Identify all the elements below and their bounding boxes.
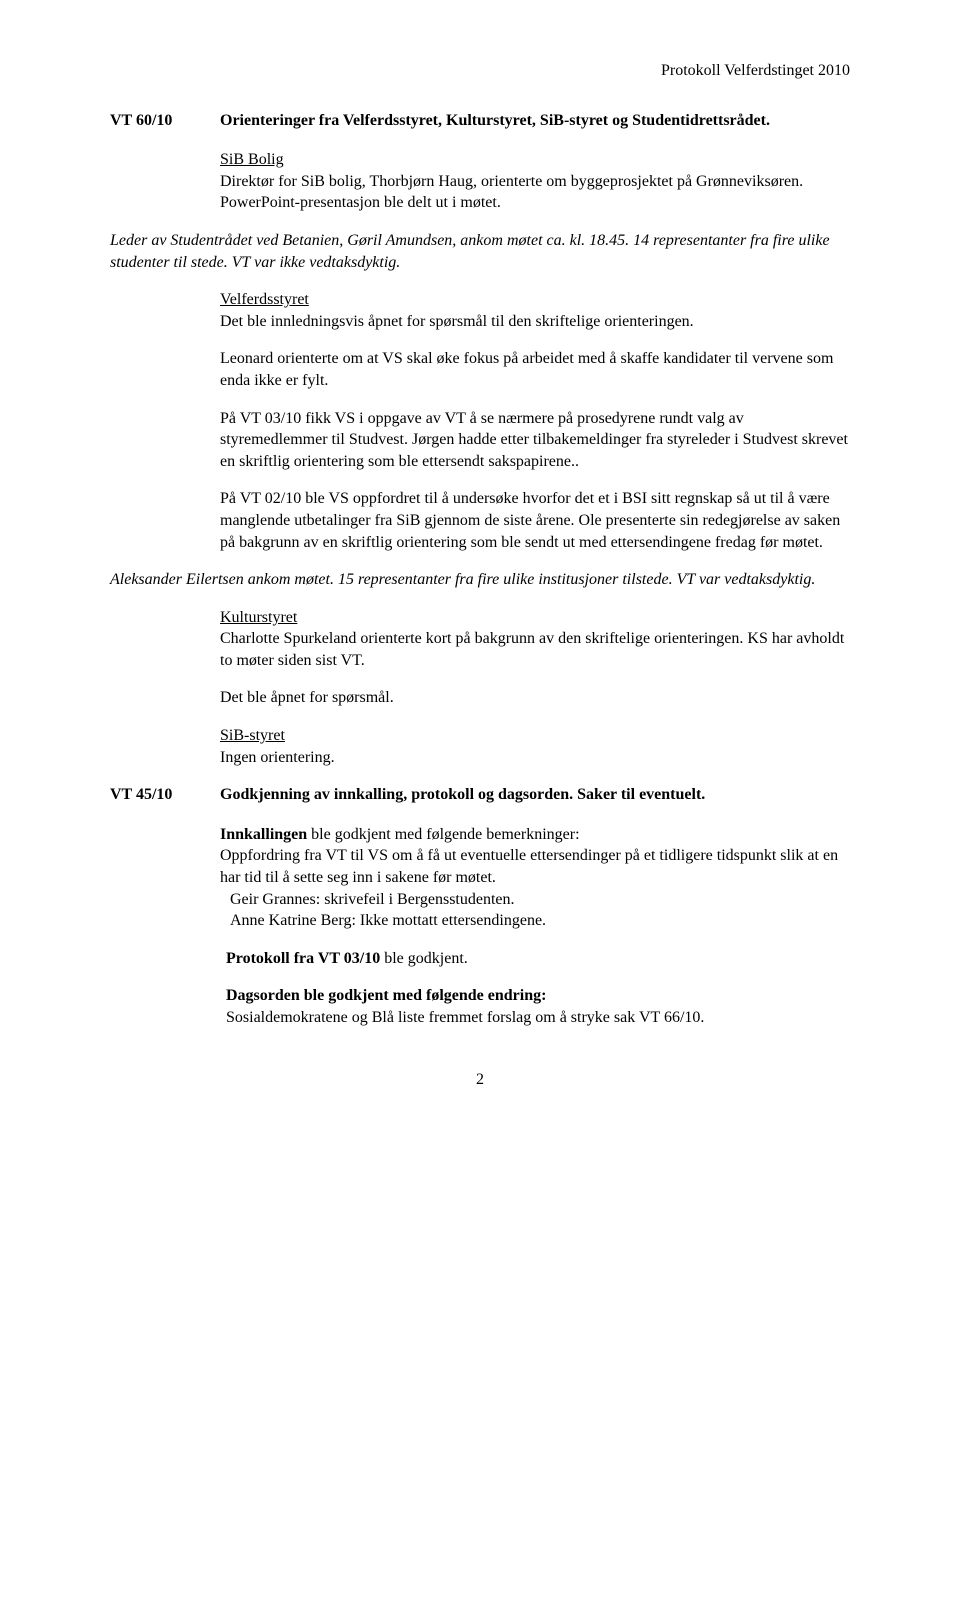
vt03-text: På VT 03/10 fikk VS i oppgave av VT å se…: [220, 408, 850, 473]
leder-note: Leder av Studentrådet ved Betanien, Gøri…: [110, 230, 850, 273]
aleksander-note: Aleksander Eilertsen ankom møtet. 15 rep…: [110, 569, 850, 591]
dagsorden-heading: Dagsorden ble godkjent med følgende endr…: [226, 985, 850, 1007]
kulturstyret-heading: Kulturstyret: [220, 607, 850, 629]
vt-60-10-label: VT 60/10: [110, 110, 220, 132]
sibstyret-heading: SiB-styret: [220, 725, 850, 747]
leonard-text: Leonard orienterte om at VS skal øke fok…: [220, 348, 850, 391]
innkallingen-line: Innkallingen ble godkjent med følgende b…: [220, 824, 850, 846]
vt-60-10-title: Orienteringer fra Velferdsstyret, Kultur…: [220, 110, 850, 132]
innkallingen-bold: Innkallingen: [220, 826, 307, 843]
velferdsstyret-heading: Velferdsstyret: [220, 289, 850, 311]
geir-text: Geir Grannes: skrivefeil i Bergensstuden…: [230, 889, 850, 911]
page-number: 2: [110, 1069, 850, 1091]
page-header-right: Protokoll Velferdstinget 2010: [110, 60, 850, 82]
vt02-text: På VT 02/10 ble VS oppfordret til å unde…: [220, 488, 850, 553]
sibstyret-text: Ingen orientering.: [220, 747, 850, 769]
protokoll-line: Protokoll fra VT 03/10 ble godkjent.: [226, 948, 850, 970]
sib-bolig-text: Direktør for SiB bolig, Thorbjørn Haug, …: [220, 171, 850, 214]
protokoll-bold: Protokoll fra VT 03/10: [226, 950, 380, 967]
protokoll-rest: ble godkjent.: [380, 950, 468, 967]
oppfordring-text: Oppfordring fra VT til VS om å få ut eve…: [220, 845, 850, 888]
sosial-text: Sosialdemokratene og Blå liste fremmet f…: [226, 1007, 850, 1029]
vt-45-10-title: Godkjenning av innkalling, protokoll og …: [220, 784, 850, 806]
vt-45-10-row: VT 45/10 Godkjenning av innkalling, prot…: [110, 784, 850, 806]
sib-bolig-heading: SiB Bolig: [220, 149, 850, 171]
vt-60-10-row: VT 60/10 Orienteringer fra Velferdsstyre…: [110, 110, 850, 132]
kulturstyret-text: Charlotte Spurkeland orienterte kort på …: [220, 628, 850, 671]
det-ble-text: Det ble åpnet for spørsmål.: [220, 687, 850, 709]
velferdsstyret-text: Det ble innledningsvis åpnet for spørsmå…: [220, 311, 850, 333]
vt-45-10-label: VT 45/10: [110, 784, 220, 806]
anne-text: Anne Katrine Berg: Ikke mottatt ettersen…: [230, 910, 850, 932]
innkallingen-rest: ble godkjent med følgende bemerkninger:: [307, 826, 579, 843]
